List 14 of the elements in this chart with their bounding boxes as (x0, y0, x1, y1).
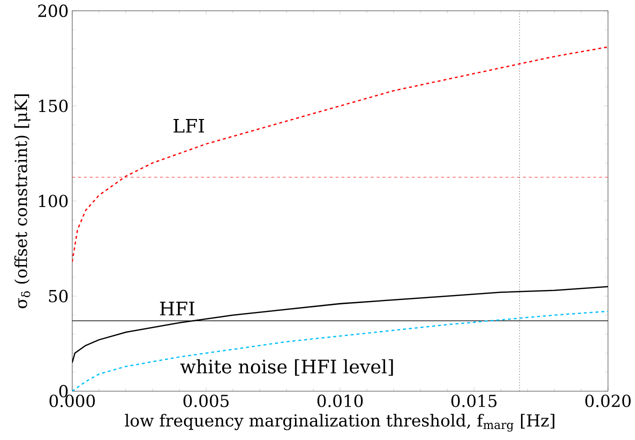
y-axis-title: σ$_{δ}$ (offset constraint) [μK] (14, 94, 30, 308)
x-tick-label: 0.005 (183, 394, 229, 408)
y-tick-label: 200 (38, 4, 68, 18)
y-tick-label: 150 (39, 100, 68, 112)
series-label: LFI (174, 119, 204, 133)
y-tick-label: 50 (49, 290, 68, 302)
line-series (72, 46, 608, 263)
x-axis-title: low frequency marginalization threshold, f$_{marg}$ [Hz] (124, 414, 554, 432)
series-label: HFI (160, 302, 194, 316)
x-tick-label: 0.015 (451, 394, 496, 408)
x-tick-label: 0.010 (317, 394, 363, 408)
series-label: white noise [HFI level] (180, 359, 393, 376)
x-tick-label: 0.020 (585, 394, 631, 408)
y-tick-label: 100 (39, 194, 68, 208)
